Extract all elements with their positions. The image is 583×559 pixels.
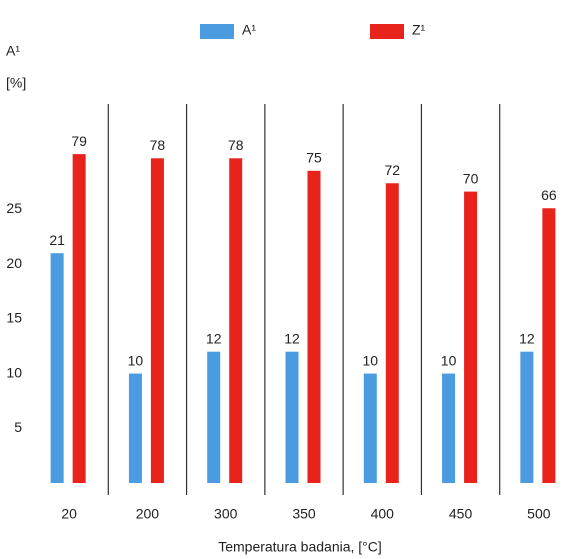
x-tick-label: 300 [214, 506, 238, 522]
x-tick-label: 350 [292, 506, 316, 522]
bar [363, 373, 377, 483]
value-label: 10 [441, 352, 457, 368]
bar [50, 253, 64, 483]
bar [385, 183, 399, 483]
value-label: 72 [384, 162, 400, 178]
legend-swatch [370, 24, 404, 39]
bar [520, 351, 534, 483]
value-label: 21 [49, 232, 65, 248]
value-label: 66 [541, 187, 557, 203]
bar [285, 351, 299, 483]
legend-swatch [200, 24, 234, 39]
bar [150, 158, 164, 484]
bar [307, 170, 321, 484]
y-axis-unit: [%] [6, 75, 26, 91]
bar [542, 208, 556, 483]
value-label: 12 [206, 330, 222, 346]
bar [464, 191, 478, 483]
value-label: 75 [306, 149, 322, 165]
y-tick-label: 15 [6, 310, 22, 326]
legend-label: A¹ [242, 22, 256, 38]
bar [229, 158, 243, 484]
bar [128, 373, 142, 483]
y-tick-label: 20 [6, 255, 22, 271]
value-label: 78 [150, 137, 166, 153]
value-label: 78 [228, 137, 244, 153]
legend-label: Z¹ [412, 22, 426, 38]
value-label: 10 [128, 352, 144, 368]
value-label: 12 [284, 330, 300, 346]
x-tick-label: 20 [61, 506, 77, 522]
bar [72, 154, 86, 483]
bar [442, 373, 456, 483]
x-tick-label: 500 [527, 506, 551, 522]
value-label: 12 [519, 330, 535, 346]
x-axis-label: Temperatura badania, [°C] [218, 539, 382, 555]
value-label: 79 [71, 133, 87, 149]
value-label: 10 [362, 352, 378, 368]
x-tick-label: 400 [371, 506, 395, 522]
x-tick-label: 200 [136, 506, 160, 522]
y-axis-label: A¹ [6, 43, 20, 59]
value-label: 70 [463, 170, 479, 186]
bar [207, 351, 221, 483]
y-tick-label: 25 [6, 200, 22, 216]
x-tick-label: 450 [449, 506, 473, 522]
y-tick-label: 5 [14, 419, 22, 435]
y-tick-label: 10 [6, 364, 22, 380]
